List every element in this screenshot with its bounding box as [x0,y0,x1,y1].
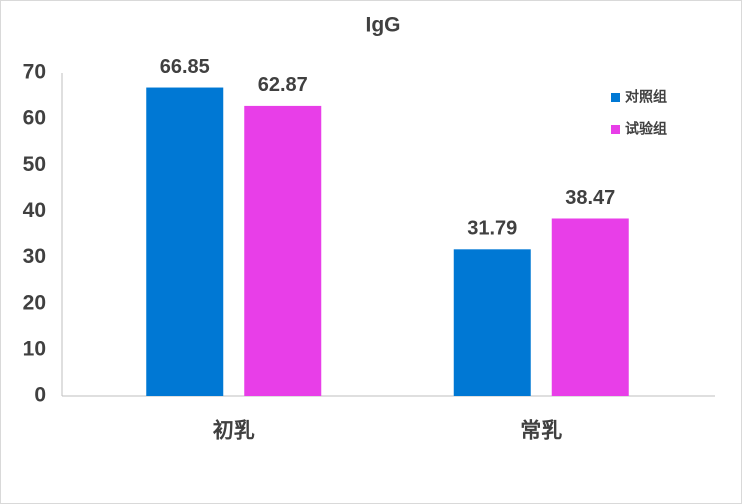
y-tick-label: 30 [23,245,46,268]
x-tick-label: 初乳 [213,419,255,443]
value-label: 31.79 [467,218,517,240]
legend-label: 试验组 [625,121,667,137]
value-label: 38.47 [565,187,615,209]
legend-label: 对照组 [625,89,667,105]
chart-title: IgG [366,14,401,37]
y-tick-label: 50 [23,153,46,176]
y-tick-label: 70 [23,61,46,84]
y-tick-label: 40 [23,199,46,222]
legend-swatch [611,93,620,102]
legend-swatch [611,125,620,134]
x-tick-label: 常乳 [520,419,562,443]
y-tick-label: 20 [23,291,46,314]
bar [146,87,224,396]
value-label: 62.87 [258,74,308,96]
y-tick-label: 0 [34,384,46,407]
y-tick-label: 60 [23,107,46,130]
bar [453,249,531,396]
value-label: 66.85 [160,56,210,78]
bar [551,218,629,396]
y-tick-label: 10 [23,337,46,360]
bar [244,105,322,397]
